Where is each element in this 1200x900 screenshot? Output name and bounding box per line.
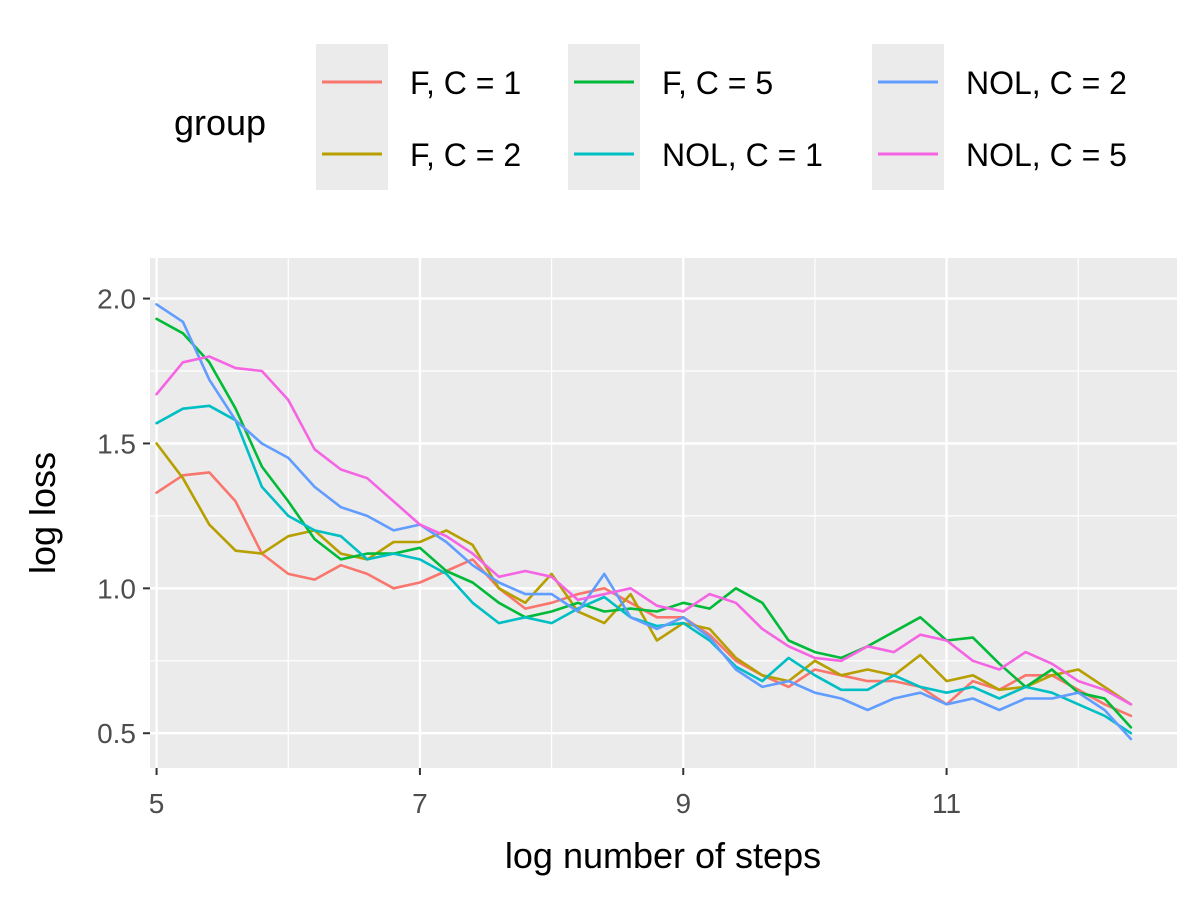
series-lines: [155, 303, 1133, 741]
series-line-1: [155, 442, 1133, 706]
legend-label-2: F, C = 5: [662, 65, 773, 101]
x-tick-label: 5: [149, 788, 165, 819]
y-tick-label: 2.0: [97, 284, 136, 315]
y-tick-label: 1.0: [97, 573, 136, 604]
y-tick-label: 1.5: [97, 428, 136, 459]
axis-ticks: 5 7 9 11 0.5 1.0 1.5 2.0: [97, 284, 961, 819]
x-tick-label: 7: [412, 788, 428, 819]
legend: group F, C = 1 F, C = 2 F, C = 5 NOL, C = 1…: [174, 44, 1127, 190]
legend-title: group: [174, 102, 266, 143]
series-line-4: [155, 303, 1133, 741]
series-line-5: [155, 355, 1133, 706]
x-tick-label: 11: [932, 788, 961, 819]
x-tick-label: 9: [675, 788, 691, 819]
series-line-2: [155, 317, 1133, 729]
legend-key-background-col3: [872, 44, 944, 190]
legend-label-0: F, C = 1: [410, 65, 521, 101]
x-axis-title: log number of steps: [505, 835, 821, 876]
legend-label-4: NOL, C = 2: [966, 65, 1127, 101]
legend-label-1: F, C = 2: [410, 137, 521, 173]
legend-key-background-col1: [316, 44, 388, 190]
legend-label-3: NOL, C = 1: [662, 137, 823, 173]
gridlines: [150, 258, 1177, 768]
legend-label-5: NOL, C = 5: [966, 137, 1127, 173]
y-tick-label: 0.5: [97, 718, 136, 749]
legend-key-background-col2: [568, 44, 640, 190]
plot-panel: [150, 258, 1177, 768]
y-axis-title: log loss: [22, 452, 63, 574]
series-line-3: [155, 404, 1133, 735]
